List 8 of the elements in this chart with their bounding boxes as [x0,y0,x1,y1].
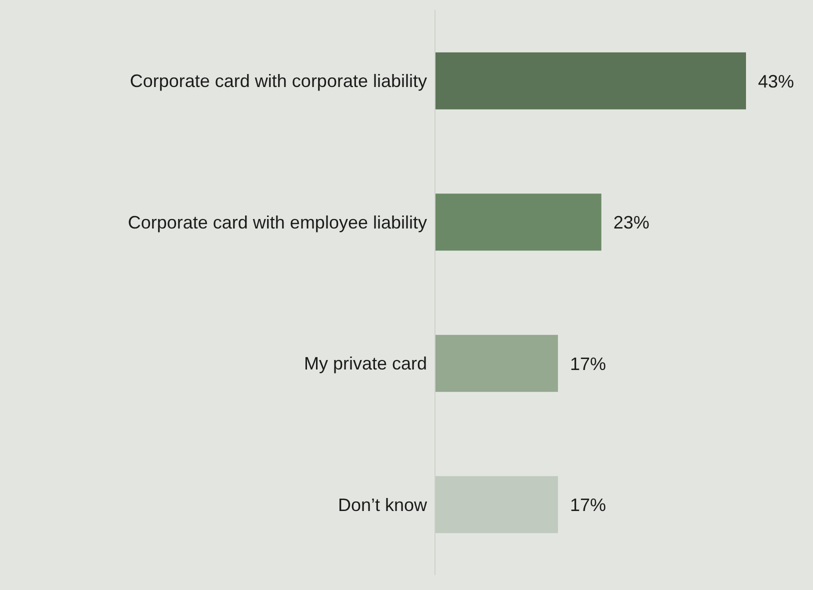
y-tick-label: Don’t know [338,494,428,515]
data-label: 43% [758,71,794,92]
data-label: 17% [570,354,606,374]
data-label: 23% [613,212,650,233]
y-tick-label: Corporate card with employee liability [128,212,427,232]
y-tick-label: My private card [304,354,427,374]
y-tick-label: Corporate card with corporate liability [130,71,427,92]
data-label: 17% [570,495,606,516]
